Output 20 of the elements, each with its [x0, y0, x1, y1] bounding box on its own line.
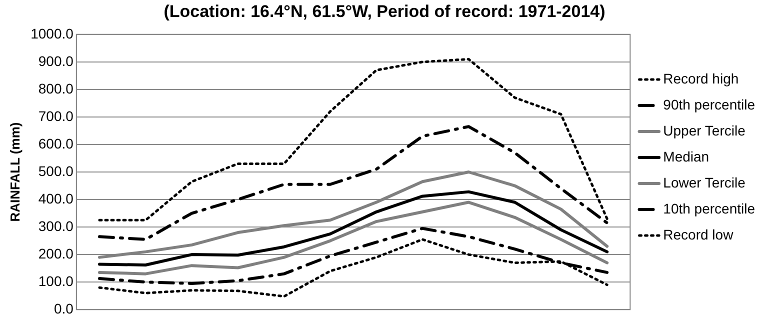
y-tick-label: 600.0: [38, 135, 74, 152]
y-tick-label: 700.0: [38, 108, 74, 124]
y-tick-label: 0.0: [54, 300, 74, 316]
legend-label: Median: [663, 148, 710, 164]
y-tick-label: 300.0: [38, 218, 74, 234]
y-tick-label: 900.0: [38, 52, 74, 69]
y-tick-label: 100.0: [38, 272, 74, 289]
legend-label: Upper Tercile: [663, 122, 746, 138]
legend-label: Lower Tercile: [663, 174, 746, 190]
y-tick-label: 500.0: [38, 162, 74, 179]
legend-label: 10th percentile: [663, 200, 756, 216]
chart-title: (Location: 16.4°N, 61.5°W, Period of record: 1971-2014): [164, 2, 606, 21]
y-tick-label: 800.0: [38, 80, 74, 96]
y-tick-label: 400.0: [38, 190, 74, 206]
y-axis-title: RAINFALL (mm): [7, 122, 22, 222]
y-tick-label: 1000.0: [30, 25, 74, 42]
legend-label: Record high: [663, 70, 739, 86]
y-tick-label: 200.0: [38, 245, 74, 262]
legend-label: Record low: [663, 226, 734, 242]
legend-label: 90th percentile: [663, 96, 756, 112]
